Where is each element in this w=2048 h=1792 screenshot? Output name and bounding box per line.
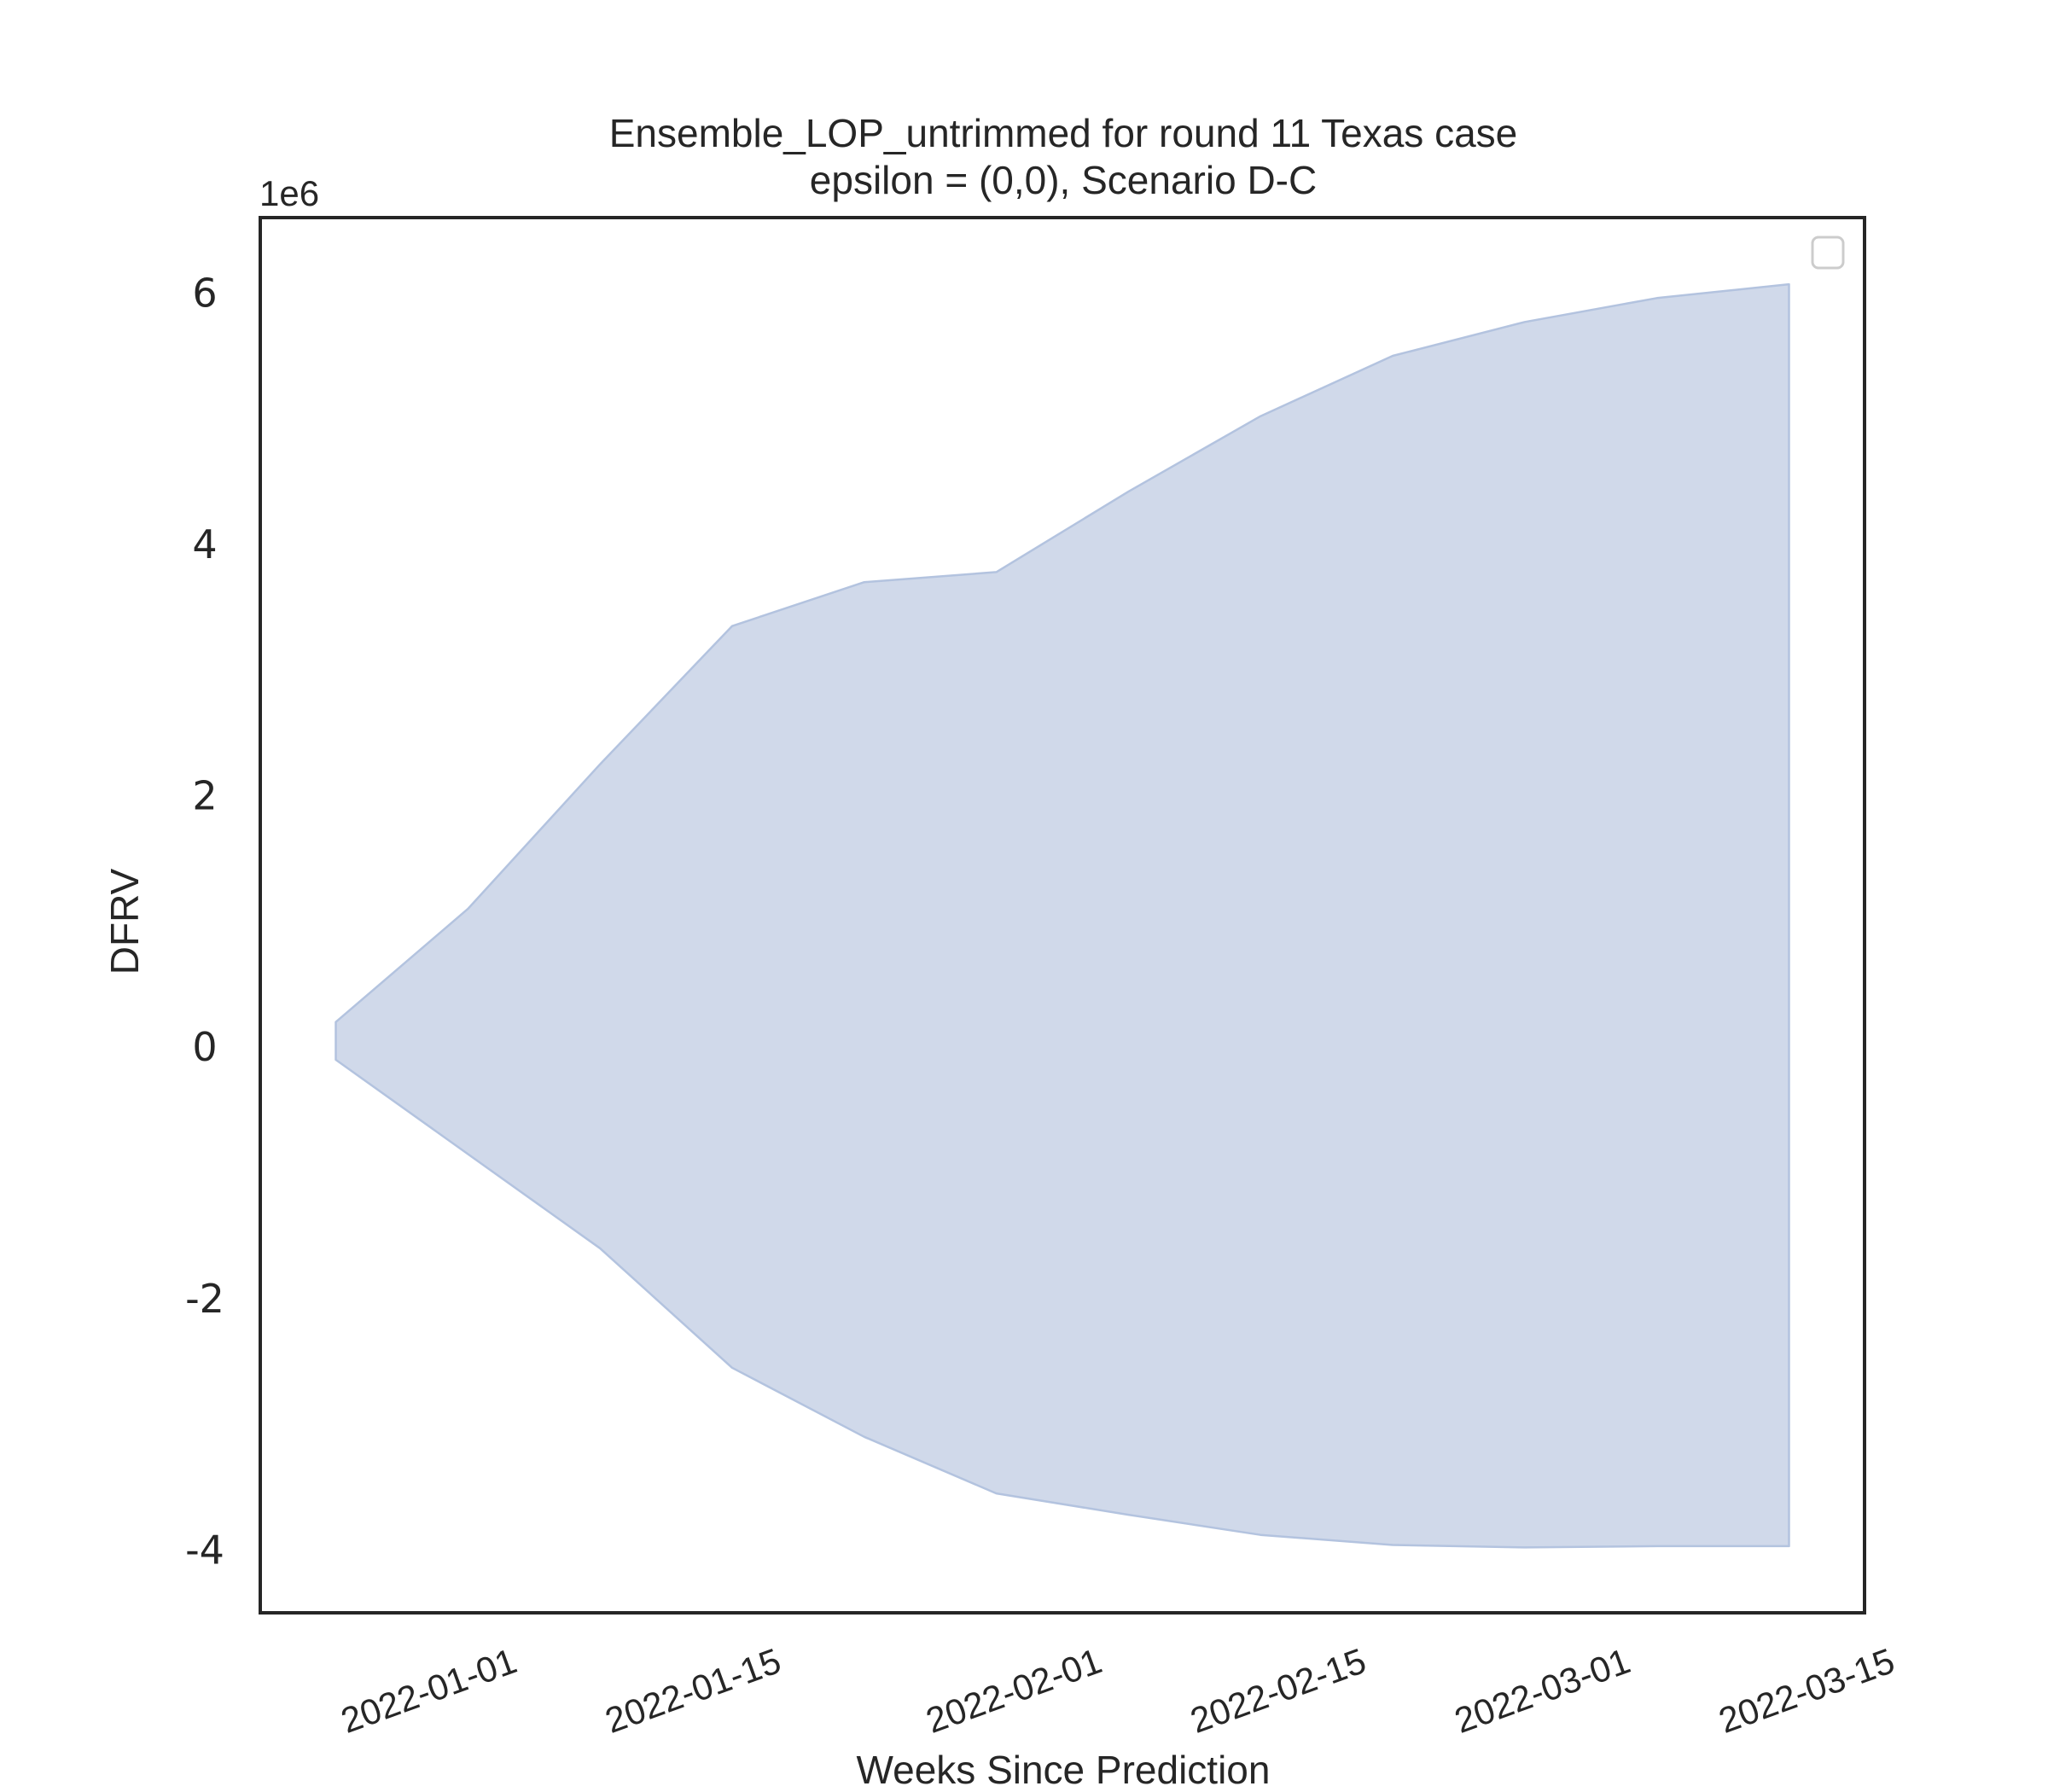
chart-subtitle: epsilon = (0,0), Scenario D-C bbox=[810, 158, 1317, 202]
y-tick-label: 2 bbox=[192, 773, 217, 819]
chart-title: Ensemble_LOP_untrimmed for round 11 Texa… bbox=[609, 111, 1518, 155]
y-axis-label: DFRV bbox=[102, 868, 147, 975]
plot-area bbox=[335, 282, 1790, 1549]
legend-handle bbox=[1811, 236, 1845, 270]
x-tick-label: 2022-01-01 bbox=[335, 1640, 521, 1741]
x-axis-label: Weeks Since Prediction bbox=[857, 1748, 1271, 1792]
x-tick-labels: 2022-01-01 2022-01-15 2022-02-01 2022-02-15… bbox=[335, 1640, 1900, 1741]
y-tick-labels: -4 -2 0 2 4 6 bbox=[185, 270, 224, 1573]
x-tick-label: 2022-03-15 bbox=[1713, 1640, 1900, 1741]
x-tick-label: 2022-02-15 bbox=[1185, 1640, 1371, 1741]
y-tick-label: 4 bbox=[192, 521, 217, 567]
y-tick-label: 0 bbox=[192, 1024, 217, 1070]
x-tick-label: 2022-01-15 bbox=[600, 1640, 786, 1741]
plot-frame bbox=[259, 216, 1866, 1615]
y-tick-label: 6 bbox=[192, 270, 217, 316]
x-tick-label: 2022-02-01 bbox=[921, 1640, 1107, 1741]
x-tick-label: 2022-03-01 bbox=[1449, 1640, 1635, 1741]
y-tick-label: -2 bbox=[185, 1276, 224, 1322]
legend-box bbox=[1811, 236, 1845, 270]
y-tick-label: -4 bbox=[185, 1527, 224, 1573]
area-band-0 bbox=[335, 282, 1790, 1549]
y-multiplier-label: 1e6 bbox=[259, 173, 319, 213]
